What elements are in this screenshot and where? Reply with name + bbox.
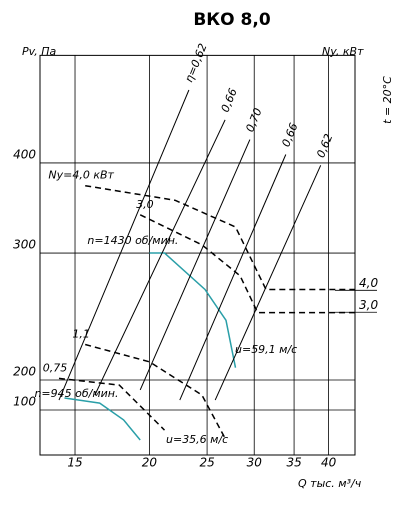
efficiency-label: η=0,62	[182, 42, 209, 85]
plot-frame	[39, 54, 356, 456]
efficiency-label: 0,66	[219, 87, 240, 115]
speed-label: n=945 об/мин.	[34, 387, 118, 400]
efficiency-curve	[58, 89, 190, 401]
efficiency-label: 0,70	[243, 106, 264, 134]
power-curve	[139, 214, 355, 314]
y-tick-label: 300	[13, 238, 36, 252]
temperature-label: t = 20°C	[381, 76, 394, 124]
velocity-label: u=59,1 м/с	[235, 343, 297, 356]
power-curve	[85, 343, 227, 441]
x-tick-label: 20	[142, 456, 158, 470]
y-axis-label: Pv, Па	[22, 45, 57, 58]
y2-axis-label: Ny, кВт	[322, 45, 364, 58]
y-tick-label: 200	[13, 365, 36, 379]
x-tick-label: 15	[67, 456, 82, 470]
efficiency-label: 0,66	[279, 121, 300, 149]
y2-tick-label: 4,0	[359, 276, 378, 290]
y2-tick-label: 3,0	[359, 298, 378, 312]
power-label: 0,75	[43, 361, 68, 374]
power-label: 3,0	[136, 198, 154, 211]
velocity-label: u=35,6 м/с	[166, 433, 228, 446]
efficiency-curve	[179, 154, 287, 401]
fan-curve	[149, 252, 237, 368]
x-tick-label: 30	[247, 456, 263, 470]
x-tick-label: 35	[286, 456, 301, 470]
efficiency-label: 0,62	[314, 132, 335, 160]
efficiency-curve	[214, 165, 322, 401]
efficiency-curve	[94, 119, 226, 396]
x-tick-label: 40	[321, 456, 337, 470]
power-label: 1,1	[72, 328, 90, 341]
speed-label: n=1430 об/мин.	[87, 234, 178, 247]
x-tick-label: 25	[199, 456, 214, 470]
x-axis-label: Q тыс. м³/ч	[298, 477, 362, 490]
chart-title: ВКО 8,0	[193, 10, 271, 30]
fan-curve	[64, 397, 141, 441]
power-curve	[58, 377, 166, 431]
power-label: Ny=4,0 кВт	[48, 169, 114, 182]
y-tick-label: 400	[13, 147, 36, 161]
efficiency-curve	[139, 139, 251, 391]
y-tick-label: 100	[13, 395, 36, 409]
